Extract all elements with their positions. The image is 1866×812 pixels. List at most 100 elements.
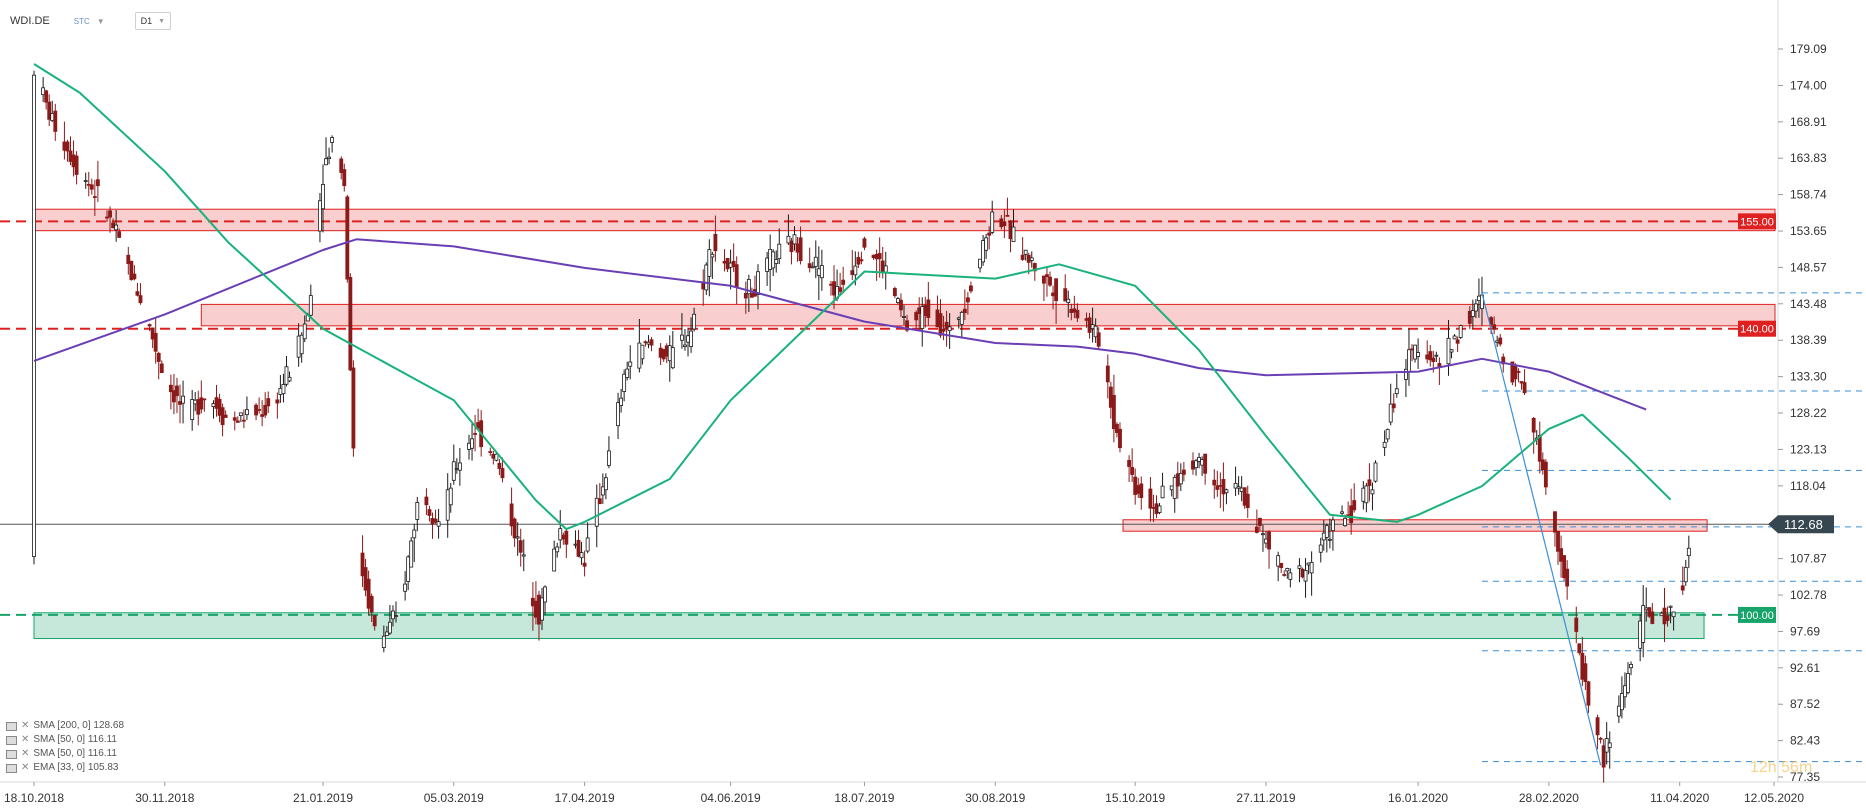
candle-body — [625, 368, 630, 378]
candle-body — [32, 74, 36, 557]
candle-body — [1498, 337, 1503, 345]
candle-body — [384, 631, 389, 636]
candle-body — [1096, 332, 1101, 347]
legend-row[interactable]: ✕ EMA [33, 0] 105.83 — [6, 761, 124, 775]
candle-body — [743, 293, 748, 299]
candle-body — [947, 326, 952, 332]
candle-body — [1054, 278, 1059, 302]
x-tick-label: 30.08.2019 — [965, 791, 1025, 805]
x-tick-label: 12.05.2020 — [1744, 791, 1804, 805]
candle-body — [1416, 352, 1421, 357]
candle-body — [1066, 298, 1071, 303]
candle-body — [436, 521, 441, 527]
candle-body — [1276, 555, 1281, 567]
legend-row[interactable]: ✕ SMA [200, 0] 128.68 — [6, 719, 124, 733]
candle-body — [129, 260, 134, 281]
candle-body — [819, 265, 824, 279]
settings-icon[interactable] — [6, 735, 17, 745]
candle-body — [810, 266, 815, 269]
chevron-down-icon: ▼ — [158, 17, 166, 25]
candle-body — [330, 137, 335, 143]
candle-body — [841, 279, 846, 285]
candle-body — [342, 169, 347, 187]
y-tick-label: 138.39 — [1790, 333, 1827, 347]
candle-body — [683, 344, 687, 348]
candle-body — [707, 249, 712, 277]
candle-body — [1629, 664, 1633, 669]
candle-body — [467, 442, 471, 450]
candle-body — [159, 363, 164, 374]
legend-row[interactable]: ✕ SMA [50, 0] 116.11 — [6, 733, 124, 747]
candle-body — [1154, 503, 1159, 515]
candle-body — [296, 335, 301, 358]
candle-body — [573, 543, 578, 546]
candle-body — [600, 486, 605, 496]
candle-body — [430, 518, 435, 525]
candle-body — [643, 341, 648, 344]
candle-body — [327, 156, 331, 160]
candle-body — [284, 366, 289, 385]
candle-body — [1111, 395, 1116, 430]
chevron-down-icon[interactable]: ▼ — [96, 16, 105, 26]
legend-label: SMA [200, 0] 128.68 — [33, 720, 125, 731]
candle-body — [704, 264, 709, 291]
resistance-zone — [1122, 519, 1708, 532]
x-tick-label: 18.10.2018 — [4, 791, 64, 805]
candle-body — [1011, 226, 1016, 242]
close-icon[interactable]: ✕ — [21, 762, 30, 773]
candle-body — [1553, 511, 1557, 533]
close-icon[interactable]: ✕ — [21, 720, 30, 731]
candle-body — [1680, 585, 1685, 591]
candle-body — [689, 330, 693, 347]
levels-layer: 155.00 140.00 100.00 — [0, 213, 1776, 623]
candle-body — [1029, 257, 1034, 261]
candle-body — [850, 270, 855, 275]
candle-body — [1118, 428, 1122, 449]
candle-body — [1090, 324, 1095, 330]
candle-body — [257, 409, 262, 411]
candle-body — [1410, 348, 1414, 351]
candle-body — [1601, 745, 1606, 768]
candle-body — [1404, 368, 1408, 380]
legend-row[interactable]: ✕ SMA [50, 0] 116.11 — [6, 747, 124, 761]
candle-body — [488, 451, 493, 453]
close-icon[interactable]: ✕ — [21, 748, 30, 759]
candle-body — [1671, 611, 1676, 618]
candle-body — [1531, 417, 1536, 433]
settings-icon[interactable] — [6, 749, 17, 759]
candle-body — [692, 313, 697, 330]
candle-body — [126, 254, 131, 264]
candle-body — [1595, 717, 1600, 736]
x-tick-label: 16.01.2020 — [1388, 791, 1448, 805]
candle-body — [984, 237, 989, 251]
candle-body — [1349, 505, 1354, 524]
candle-body — [795, 243, 800, 253]
candle-body — [515, 536, 520, 539]
candle-body — [363, 567, 368, 591]
candle-body — [1543, 461, 1548, 488]
candle-body — [275, 399, 280, 404]
candle-body — [1556, 530, 1560, 552]
candle-body — [1626, 673, 1630, 693]
candle-body — [771, 251, 776, 269]
candle-body — [168, 384, 173, 393]
candle-body — [1577, 643, 1582, 654]
candle-body — [941, 329, 946, 332]
candle-body — [530, 597, 535, 607]
candle-body — [1257, 517, 1262, 526]
candle-body — [746, 279, 751, 295]
settings-icon[interactable] — [6, 763, 17, 773]
x-tick-label: 18.07.2019 — [834, 791, 894, 805]
candle-body — [1309, 561, 1314, 574]
symbol-label[interactable]: WDI.DE — [10, 15, 50, 27]
close-icon[interactable]: ✕ — [21, 734, 30, 745]
candle-body — [1394, 388, 1399, 394]
candle-body — [83, 180, 88, 183]
candle-body — [1048, 276, 1052, 286]
settings-icon[interactable] — [6, 721, 17, 731]
timeframe-select[interactable]: D1 ▼ — [134, 12, 172, 30]
candle-body — [53, 110, 58, 132]
candle-body — [603, 477, 608, 491]
resistance-zone — [33, 208, 1776, 232]
